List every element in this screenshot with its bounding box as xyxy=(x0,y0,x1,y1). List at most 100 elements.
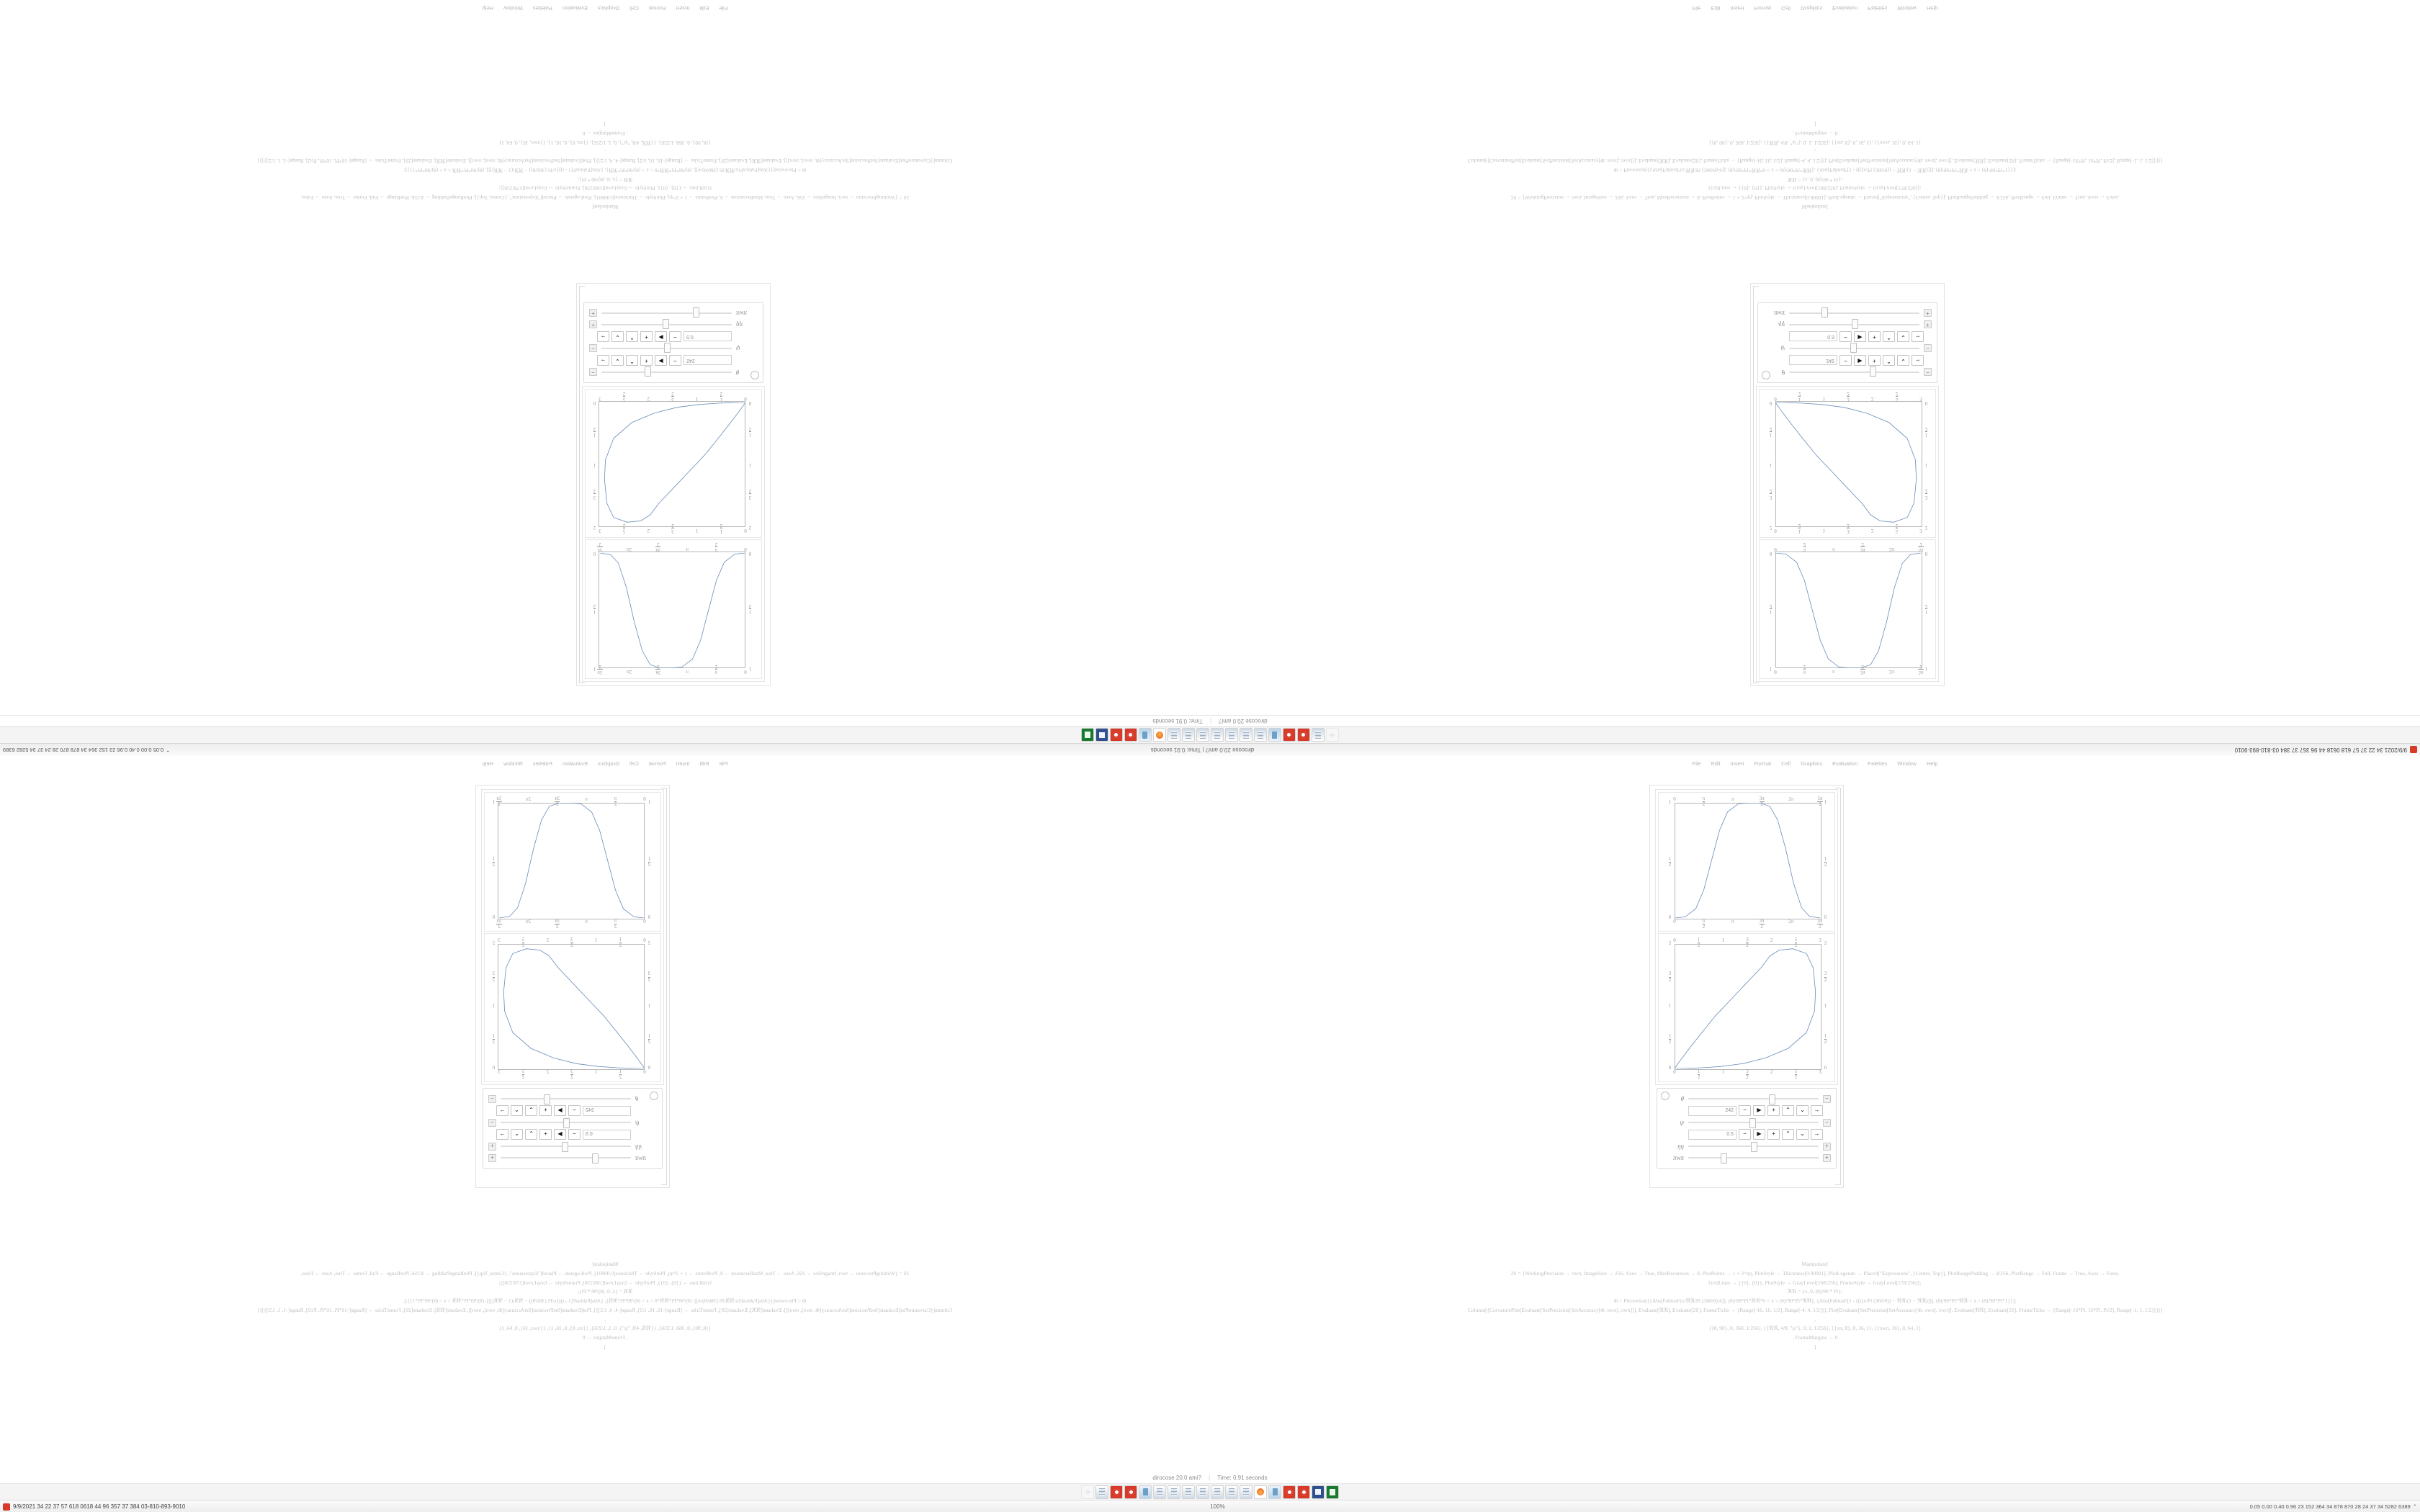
step-up-button-psi[interactable]: ⌃ xyxy=(1883,331,1895,342)
slider-expand-toggle-nn[interactable]: + xyxy=(1823,1142,1831,1151)
slider-knob[interactable] xyxy=(1850,343,1857,353)
step-down-button-psi[interactable]: ⌄ xyxy=(1796,1129,1809,1140)
decrement-button-theta[interactable]: − xyxy=(1739,1105,1751,1116)
play-button-psi[interactable]: ▶ xyxy=(655,331,667,342)
step-up-button-theta[interactable]: ⌃ xyxy=(1883,355,1895,366)
reset-button-psi[interactable]: → xyxy=(597,331,609,342)
slider-theta[interactable] xyxy=(1688,1094,1819,1104)
taskbar-icon-document[interactable] xyxy=(1211,1485,1224,1499)
slider-knob[interactable] xyxy=(663,319,670,329)
menu-item-window[interactable]: Window xyxy=(503,5,523,12)
decrement-button-theta[interactable]: − xyxy=(568,1105,581,1116)
menu-item-palettes[interactable]: Palettes xyxy=(532,760,552,767)
menu-item-insert[interactable]: Insert xyxy=(676,760,690,767)
menu-item-help[interactable]: Help xyxy=(1926,760,1938,767)
value-field-theta[interactable]: 242 xyxy=(684,355,732,366)
menu-item-graphics[interactable]: Graphics xyxy=(1801,760,1823,767)
step-up-button-theta[interactable]: ⌃ xyxy=(525,1105,537,1116)
taskbar-icon-document[interactable] xyxy=(1168,728,1180,742)
decrement-button-psi[interactable]: − xyxy=(1739,1129,1751,1140)
menu-item-help[interactable]: Help xyxy=(1926,5,1938,12)
slider-expand-toggle-psi[interactable]: − xyxy=(1924,344,1932,353)
slider-psi[interactable] xyxy=(601,343,732,353)
menu-item-palettes[interactable]: Palettes xyxy=(1868,5,1888,12)
step-down-button-psi[interactable]: ⌄ xyxy=(611,331,624,342)
step-down-button-theta[interactable]: ⌄ xyxy=(611,355,624,366)
slider-nn[interactable] xyxy=(1789,319,1919,329)
taskbar-top[interactable] xyxy=(0,726,2420,743)
taskbar-icon-wolfram[interactable] xyxy=(1124,728,1137,742)
taskbar-icon-document[interactable] xyxy=(1168,1485,1180,1499)
menu-item-insert[interactable]: Insert xyxy=(676,5,690,12)
play-button-theta[interactable]: ▶ xyxy=(554,1105,566,1116)
value-field-psi[interactable]: 0.5 xyxy=(583,1129,631,1140)
menu-item-cell[interactable]: Cell xyxy=(629,5,639,12)
slider-theta[interactable] xyxy=(601,366,732,377)
menu-item-insert[interactable]: Insert xyxy=(1730,760,1744,767)
step-up-button-psi[interactable]: ⌃ xyxy=(525,1129,537,1140)
taskbar-icon-mobile[interactable] xyxy=(1139,1485,1152,1499)
reset-button-theta[interactable]: → xyxy=(1912,355,1924,366)
slider-knob[interactable] xyxy=(1721,1153,1728,1164)
menu-item-file[interactable]: File xyxy=(719,760,728,767)
taskbar-icon-document[interactable] xyxy=(1196,1485,1209,1499)
slider-expand-toggle-theta[interactable]: − xyxy=(488,1094,496,1103)
value-field-psi[interactable]: 0.5 xyxy=(1688,1129,1736,1140)
menu-item-edit[interactable]: Edit xyxy=(1711,760,1721,767)
taskbar-icon-firefox[interactable] xyxy=(1153,728,1166,742)
increment-button-theta[interactable]: + xyxy=(539,1105,552,1116)
taskbar-icon-document[interactable] xyxy=(1095,1485,1108,1499)
slider-nn[interactable] xyxy=(501,1142,631,1152)
taskbar-icon-document[interactable] xyxy=(1225,728,1238,742)
slider-expand-toggle-nwn[interactable]: + xyxy=(488,1153,496,1162)
gear-icon[interactable] xyxy=(1762,371,1770,379)
taskbar-icon-wolfram[interactable] xyxy=(1283,1485,1296,1499)
slider-expand-toggle-psi[interactable]: − xyxy=(488,1118,496,1127)
taskbar-icon-wolfram[interactable] xyxy=(1297,728,1310,742)
menu-item-file[interactable]: File xyxy=(1692,760,1701,767)
menu-item-palettes[interactable]: Palettes xyxy=(532,5,552,12)
slider-nn[interactable] xyxy=(1688,1142,1819,1152)
slider-knob[interactable] xyxy=(1750,1142,1757,1152)
taskbar-icon-save[interactable] xyxy=(1095,728,1108,742)
step-down-button-psi[interactable]: ⌄ xyxy=(1897,331,1909,342)
gear-icon[interactable] xyxy=(1661,1092,1670,1100)
menu-item-help[interactable]: Help xyxy=(482,5,494,12)
menu-item-evaluation[interactable]: Evaluation xyxy=(562,5,588,12)
step-up-button-psi[interactable]: ⌃ xyxy=(1782,1129,1794,1140)
menu-item-insert[interactable]: Insert xyxy=(1730,5,1744,12)
reset-button-theta[interactable]: → xyxy=(496,1105,508,1116)
slider-nwn[interactable] xyxy=(1688,1153,1819,1164)
increment-button-psi[interactable]: + xyxy=(640,331,653,342)
reset-button-theta[interactable]: → xyxy=(597,355,609,366)
decrement-button-psi[interactable]: − xyxy=(669,331,681,342)
taskbar-icon-document[interactable] xyxy=(1254,728,1267,742)
menu-item-edit[interactable]: Edit xyxy=(699,5,709,12)
step-down-button-theta[interactable]: ⌄ xyxy=(1897,355,1909,366)
slider-expand-toggle-theta[interactable]: − xyxy=(1823,1094,1831,1103)
taskbar-icon-document[interactable] xyxy=(1240,728,1252,742)
slider-expand-toggle-theta[interactable]: − xyxy=(589,368,597,377)
taskbar-icon-document[interactable] xyxy=(1196,728,1209,742)
increment-button-psi[interactable]: + xyxy=(539,1129,552,1140)
menu-item-edit[interactable]: Edit xyxy=(1711,5,1721,12)
taskbar-icon-document[interactable] xyxy=(1182,1485,1195,1499)
slider-expand-toggle-nn[interactable]: + xyxy=(1924,320,1932,329)
taskbar-icon-ghost-window[interactable] xyxy=(1326,728,1339,742)
gear-icon[interactable] xyxy=(750,371,759,379)
slider-nn[interactable] xyxy=(601,319,732,329)
slider-expand-toggle-nn[interactable]: + xyxy=(589,320,597,329)
taskbar-icon-mobile[interactable] xyxy=(1139,728,1152,742)
taskbar-icon-wolfram[interactable] xyxy=(1110,1485,1123,1499)
slider-theta[interactable] xyxy=(1789,366,1919,377)
titlebar-chevron-icon[interactable]: ⌃ xyxy=(166,747,171,753)
slider-nwn[interactable] xyxy=(501,1153,631,1164)
slider-knob[interactable] xyxy=(692,307,699,318)
slider-theta[interactable] xyxy=(501,1094,631,1104)
menu-item-format[interactable]: Format xyxy=(1754,760,1772,767)
menu-item-cell[interactable]: Cell xyxy=(1781,5,1791,12)
taskbar-icon-document[interactable] xyxy=(1182,728,1195,742)
menu-item-cell[interactable]: Cell xyxy=(1781,760,1791,767)
reset-button-psi[interactable]: → xyxy=(1912,331,1924,342)
value-field-theta[interactable]: 242 xyxy=(583,1105,631,1116)
